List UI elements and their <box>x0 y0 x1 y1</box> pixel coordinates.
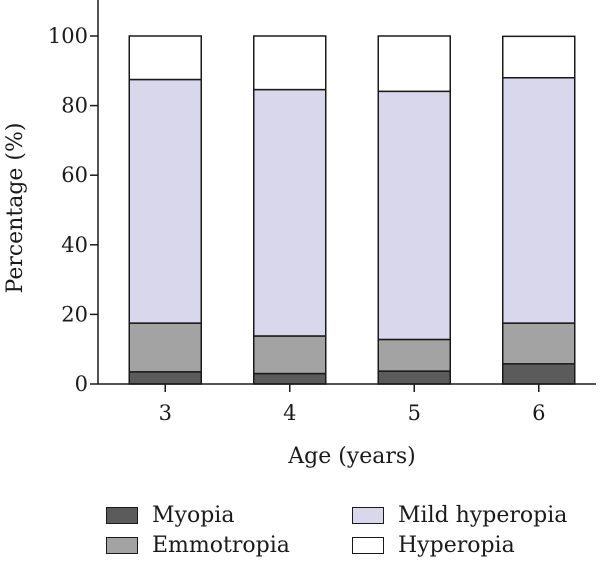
x-tick-label-3: 3 <box>159 401 172 425</box>
y-tick-label-100: 100 <box>48 24 88 48</box>
bars-group <box>128 35 576 385</box>
legend-label-mild-hyperopia: Mild hyperopia <box>398 503 568 528</box>
legend-label-myopia: Myopia <box>152 503 235 528</box>
bar-mild-hyperopia-age-5 <box>377 90 451 341</box>
bar-myopia-age-4 <box>253 372 327 385</box>
x-tick-label-4: 4 <box>283 401 296 425</box>
y-ticks-group: 0 20 40 60 80 100 <box>48 24 98 396</box>
bar-hyperopia-age-4 <box>253 35 327 91</box>
bar-emmotropia-age-3 <box>128 322 202 373</box>
bar-emmotropia-age-6 <box>502 322 576 365</box>
bar-myopia-age-5 <box>377 370 451 385</box>
y-tick-label-80: 80 <box>61 94 88 118</box>
bar-emmotropia-age-4 <box>253 335 327 375</box>
legend-swatch-emmotropia <box>106 537 138 554</box>
x-tick-label-5: 5 <box>408 401 421 425</box>
bar-myopia-age-6 <box>502 363 576 385</box>
bar-hyperopia-age-3 <box>128 35 202 81</box>
legend-swatch-mild-hyperopia <box>352 507 384 524</box>
legend-swatch-myopia <box>106 507 138 524</box>
bar-hyperopia-age-5 <box>377 35 451 93</box>
x-ticks-group: 3 4 5 6 <box>159 384 545 425</box>
y-axis-title: Percentage (%) <box>3 123 28 294</box>
bar-emmotropia-age-5 <box>377 338 451 372</box>
legend-label-emmotropia: Emmotropia <box>152 533 290 558</box>
legend-item-hyperopia: Hyperopia <box>352 533 515 558</box>
y-tick-label-60: 60 <box>61 163 88 187</box>
y-tick-label-20: 20 <box>61 302 88 326</box>
legend-item-mild-hyperopia: Mild hyperopia <box>352 503 567 528</box>
legend-label-hyperopia: Hyperopia <box>398 533 515 558</box>
bar-mild-hyperopia-age-4 <box>253 88 327 337</box>
legend-swatch-hyperopia <box>352 537 384 554</box>
x-axis-title: Age (years) <box>287 444 416 469</box>
legend-item-emmotropia: Emmotropia <box>106 533 290 558</box>
x-tick-label-6: 6 <box>532 401 545 425</box>
legend-item-myopia: Myopia <box>106 503 234 528</box>
bar-myopia-age-3 <box>128 371 202 385</box>
axes-group <box>97 0 596 385</box>
bar-hyperopia-age-6 <box>502 35 576 79</box>
y-tick-label-40: 40 <box>61 233 88 257</box>
bar-mild-hyperopia-age-6 <box>502 77 576 324</box>
y-tick-label-0: 0 <box>75 372 88 396</box>
bar-mild-hyperopia-age-3 <box>128 78 202 324</box>
